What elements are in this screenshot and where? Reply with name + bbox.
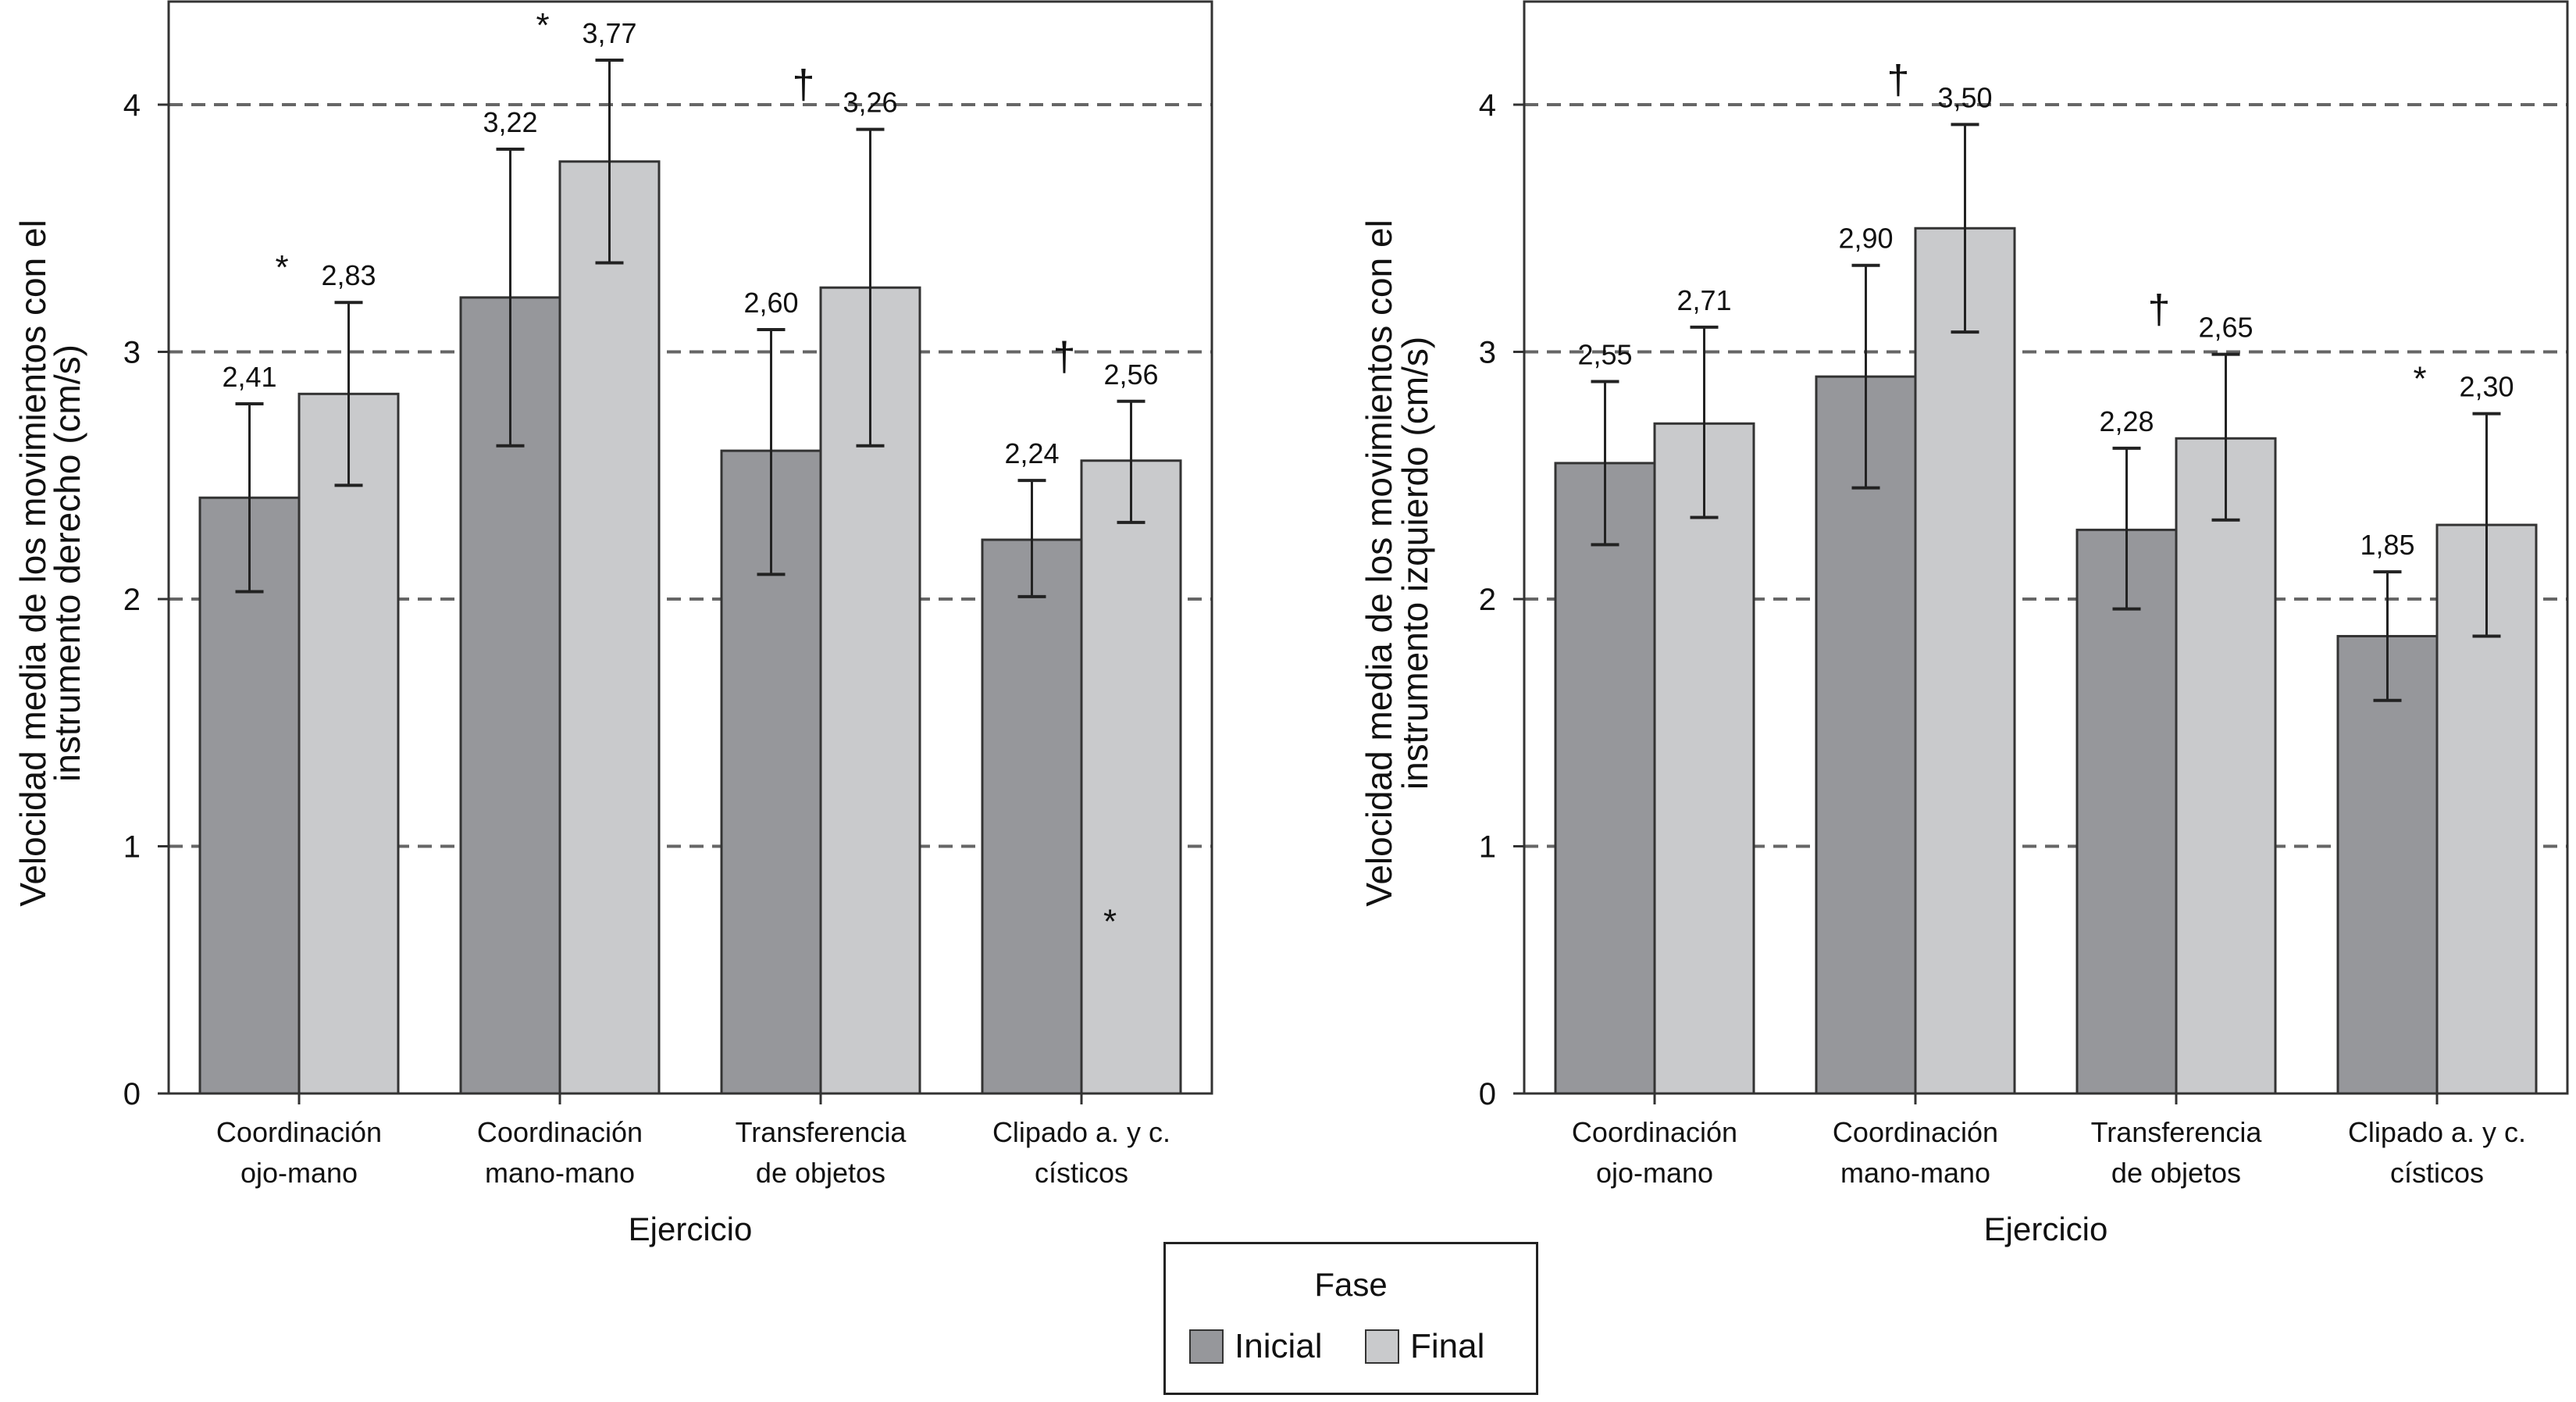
bar-final-1 <box>558 160 661 1095</box>
y-tick-label-0: 0 <box>1479 1077 1496 1111</box>
data-label-inicial-1: 3,22 <box>483 106 537 138</box>
x-tick-label-3-line2: císticos <box>2390 1157 2484 1189</box>
significance-marker-dagger-2: † <box>793 62 815 108</box>
bar-inicial-1 <box>1815 375 1917 1095</box>
y-tick-label-0: 0 <box>123 1077 141 1111</box>
legend-title: Fase <box>1314 1266 1388 1303</box>
significance-marker-asterisk-4: * <box>1103 902 1117 940</box>
y-axis-label-line2: instrumento derecho (cm/s) <box>47 344 87 782</box>
x-tick-label-2-line1: Transferencia <box>736 1116 907 1148</box>
x-tick-label-0-line2: ojo-mano <box>240 1157 358 1189</box>
legend-item-final: Final <box>1365 1325 1484 1368</box>
x-axis-label: Ejercicio <box>629 1211 753 1247</box>
data-label-final-1: 3,77 <box>582 17 636 49</box>
y-axis-label-line1: Velocidad media de los movimientos con e… <box>12 219 53 907</box>
bar-final-3 <box>1080 459 1182 1095</box>
significance-marker-dagger-3: † <box>1053 334 1076 380</box>
legend: Fase Inicial Final <box>1163 1242 1538 1395</box>
significance-marker-asterisk-2: * <box>2413 360 2426 398</box>
y-tick-label-1: 1 <box>1479 830 1496 865</box>
x-tick-label-3-line1: Clipado a. y c. <box>2348 1116 2526 1148</box>
bar-inicial-0 <box>198 496 301 1095</box>
y-axis-label-line1: Velocidad media de los movimientos con e… <box>1359 219 1399 907</box>
x-tick-label-1-line1: Coordinación <box>477 1116 643 1148</box>
legend-swatch-inicial <box>1189 1329 1224 1364</box>
data-label-inicial-0: 2,41 <box>222 361 276 393</box>
data-label-inicial-0: 2,55 <box>1577 338 1632 370</box>
legend-swatch-final <box>1365 1329 1399 1364</box>
data-label-final-3: 2,30 <box>2459 371 2514 403</box>
plot-frame <box>167 0 1213 1095</box>
plot-frame <box>1523 0 2569 1095</box>
x-tick-label-1-line2: mano-mano <box>1840 1157 1990 1189</box>
x-tick-label-2-line2: de objetos <box>2111 1157 2241 1189</box>
bar-inicial-3 <box>2336 634 2439 1095</box>
legend-label-inicial: Inicial <box>1235 1327 1323 1365</box>
y-tick-label-4: 4 <box>1479 88 1496 123</box>
bar-final-2 <box>2175 437 2277 1095</box>
data-label-final-2: 3,26 <box>843 87 897 119</box>
legend-label-final: Final <box>1410 1327 1485 1365</box>
bar-final-1 <box>1914 227 2016 1095</box>
x-tick-label-0-line2: ojo-mano <box>1596 1157 1713 1189</box>
y-tick-label-4: 4 <box>123 88 141 123</box>
data-label-inicial-2: 2,28 <box>2099 405 2154 437</box>
legend-item-inicial: Inicial <box>1189 1325 1323 1368</box>
data-label-final-2: 2,65 <box>2198 312 2253 344</box>
chart-panel-izquierdo: 2,55 2,71 Coordinación ojo-mano 2,90 3,50 Coor… <box>1359 0 2569 1247</box>
bar-final-0 <box>1653 422 1755 1095</box>
x-tick-label-1-line2: mano-mano <box>485 1157 635 1189</box>
significance-marker-dagger-1: † <box>2148 287 2171 333</box>
x-tick-label-0-line1: Coordinación <box>216 1116 382 1148</box>
y-tick-label-1: 1 <box>123 830 141 865</box>
x-axis-label: Ejercicio <box>1984 1211 2108 1247</box>
significance-marker-asterisk-0: * <box>275 248 288 287</box>
data-label-inicial-1: 2,90 <box>1838 223 1893 255</box>
y-tick-label-3: 3 <box>123 336 141 370</box>
bar-inicial-3 <box>981 538 1083 1095</box>
x-tick-label-1-line1: Coordinación <box>1833 1116 1998 1148</box>
data-label-final-3: 2,56 <box>1103 359 1158 391</box>
significance-marker-dagger-0: † <box>1887 57 1910 102</box>
y-tick-label-3: 3 <box>1479 336 1496 370</box>
y-tick-label-2: 2 <box>1479 583 1496 617</box>
y-axis-label-line2: instrumento izquierdo (cm/s) <box>1395 337 1435 790</box>
x-tick-label-0-line1: Coordinación <box>1572 1116 1737 1148</box>
x-tick-label-3-line1: Clipado a. y c. <box>992 1116 1170 1148</box>
bar-final-0 <box>298 392 400 1095</box>
x-tick-label-2-line1: Transferencia <box>2091 1116 2263 1148</box>
data-label-final-0: 2,71 <box>1676 284 1731 316</box>
bar-inicial-0 <box>1554 462 1656 1095</box>
data-label-inicial-2: 2,60 <box>743 287 798 319</box>
data-label-final-1: 3,50 <box>1937 81 1992 113</box>
x-tick-label-3-line2: císticos <box>1035 1157 1128 1189</box>
data-label-final-0: 2,83 <box>321 259 376 291</box>
significance-marker-asterisk-1: * <box>536 6 549 45</box>
x-tick-label-2-line2: de objetos <box>756 1157 885 1189</box>
bar-inicial-2 <box>2075 528 2178 1095</box>
data-label-inicial-3: 1,85 <box>2360 529 2414 561</box>
y-tick-label-2: 2 <box>123 583 141 617</box>
chart-panel-derecho: 2,41 2,83 Coordinación ojo-mano 3,22 3,77 Coor… <box>12 0 1213 1247</box>
data-label-inicial-3: 2,24 <box>1004 437 1059 469</box>
